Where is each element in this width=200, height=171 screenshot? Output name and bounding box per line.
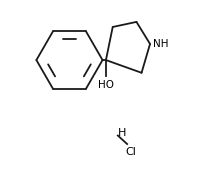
Text: HO: HO <box>98 80 114 90</box>
Text: Cl: Cl <box>125 147 136 157</box>
Text: NH: NH <box>153 39 168 49</box>
Text: H: H <box>118 128 126 138</box>
